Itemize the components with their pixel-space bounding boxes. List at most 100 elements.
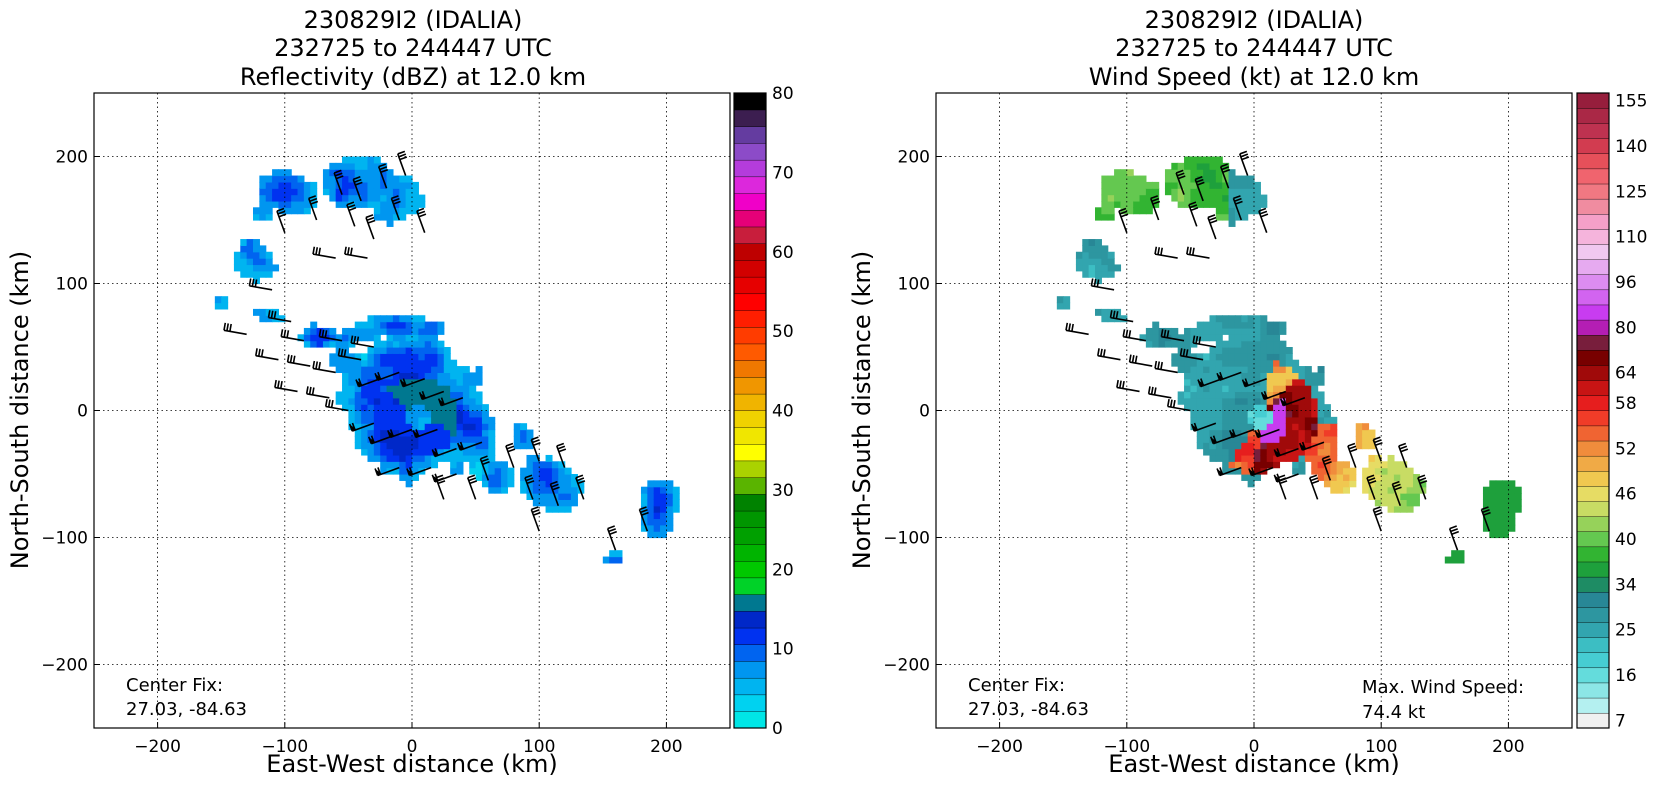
field-cell bbox=[1254, 391, 1261, 399]
field-cell bbox=[1502, 480, 1509, 488]
field-cell bbox=[469, 454, 477, 462]
field-cell bbox=[424, 347, 432, 354]
barb-feather bbox=[607, 525, 615, 530]
field-cell bbox=[1120, 200, 1128, 208]
field-cell bbox=[367, 448, 375, 456]
wind-barb bbox=[1154, 253, 1178, 259]
barb-feather bbox=[417, 210, 426, 215]
max-wind-label: Max. Wind Speed: bbox=[1362, 677, 1524, 698]
field-cell bbox=[1502, 505, 1509, 513]
field-cell bbox=[558, 467, 566, 475]
field-cell bbox=[450, 442, 458, 450]
field-cell bbox=[1215, 156, 1223, 164]
field-cell bbox=[1209, 169, 1217, 177]
field-cell bbox=[1190, 397, 1198, 405]
field-cell bbox=[348, 416, 356, 424]
field-cell bbox=[418, 429, 426, 437]
field-cell bbox=[1177, 334, 1185, 342]
field-cell bbox=[520, 442, 528, 450]
field-cell bbox=[1203, 156, 1211, 164]
field-cell bbox=[278, 175, 286, 183]
field-cell bbox=[1126, 194, 1134, 202]
barb-feather bbox=[1160, 361, 1164, 370]
barb-feather bbox=[1185, 349, 1189, 357]
field-cell bbox=[1413, 474, 1420, 481]
field-cell bbox=[475, 442, 483, 450]
field-cell bbox=[520, 486, 528, 494]
field-cell bbox=[380, 416, 388, 424]
field-cell bbox=[412, 454, 419, 462]
field-cell bbox=[367, 397, 375, 405]
colorbar-tick-label: 52 bbox=[1615, 439, 1637, 459]
wind-barb bbox=[223, 329, 247, 336]
field-cell bbox=[259, 264, 267, 272]
barb-feather bbox=[1192, 335, 1196, 344]
wind-barb bbox=[1398, 445, 1408, 468]
field-cell bbox=[1260, 359, 1268, 367]
field-cell bbox=[424, 397, 432, 405]
field-cell bbox=[399, 391, 407, 399]
field-cell bbox=[1279, 347, 1287, 354]
field-cell bbox=[399, 372, 407, 380]
field-cell bbox=[1120, 315, 1128, 323]
field-cell bbox=[1190, 162, 1198, 170]
field-cell bbox=[1355, 429, 1363, 437]
field-cell bbox=[1107, 194, 1115, 202]
field-cell bbox=[1247, 391, 1255, 399]
field-cell bbox=[1502, 499, 1509, 507]
field-cell bbox=[1139, 334, 1147, 342]
barb-feather bbox=[533, 441, 541, 447]
colorbar-segment bbox=[1576, 470, 1610, 487]
field-cell bbox=[475, 454, 483, 462]
field-cell bbox=[1247, 200, 1255, 208]
field-cell bbox=[1285, 454, 1293, 462]
field-cell bbox=[1234, 442, 1242, 450]
field-cell bbox=[1317, 391, 1325, 399]
field-cell bbox=[386, 200, 394, 208]
field-cell bbox=[1241, 366, 1249, 373]
field-cell bbox=[1247, 340, 1255, 348]
field-cell bbox=[1241, 372, 1249, 380]
field-cell bbox=[412, 467, 419, 475]
colorbar-segment bbox=[733, 493, 767, 512]
field-cell bbox=[558, 499, 566, 507]
field-cell bbox=[501, 461, 508, 469]
field-cell bbox=[462, 378, 470, 386]
field-cell bbox=[1203, 353, 1211, 361]
field-cell bbox=[653, 518, 661, 526]
field-cell bbox=[354, 416, 362, 424]
field-cell bbox=[373, 416, 381, 424]
field-cell bbox=[1190, 385, 1198, 393]
field-cell bbox=[424, 423, 432, 431]
title-line-3: Reflectivity (dBZ) at 12.0 km bbox=[240, 63, 586, 91]
field-cell bbox=[1368, 474, 1376, 481]
field-cell bbox=[1330, 448, 1338, 456]
field-cell bbox=[1254, 321, 1261, 329]
field-cell bbox=[1482, 512, 1490, 520]
field-cell bbox=[386, 327, 394, 335]
field-cell bbox=[373, 188, 381, 196]
field-cell bbox=[1222, 347, 1230, 354]
field-cell bbox=[462, 435, 470, 443]
barb-feather bbox=[1116, 379, 1119, 388]
field-cell bbox=[412, 410, 419, 418]
field-cell bbox=[1209, 416, 1217, 424]
barb-feather bbox=[1188, 247, 1192, 255]
field-cell bbox=[1247, 461, 1255, 469]
field-cell bbox=[1311, 404, 1319, 412]
field-cell bbox=[380, 321, 388, 329]
field-cell bbox=[660, 524, 667, 532]
field-cell bbox=[450, 454, 458, 462]
field-cell bbox=[1336, 480, 1344, 488]
wind-barb bbox=[1219, 466, 1242, 477]
field-cell bbox=[431, 353, 439, 361]
field-cell bbox=[1228, 454, 1236, 462]
field-cell bbox=[1323, 480, 1331, 488]
field-cell bbox=[1209, 385, 1217, 393]
field-cell bbox=[380, 162, 388, 170]
field-cell bbox=[1323, 410, 1331, 418]
colorbar-segment bbox=[1576, 667, 1610, 684]
field-cell bbox=[551, 480, 559, 488]
field-cell bbox=[1273, 372, 1281, 380]
field-cell bbox=[1266, 334, 1274, 342]
